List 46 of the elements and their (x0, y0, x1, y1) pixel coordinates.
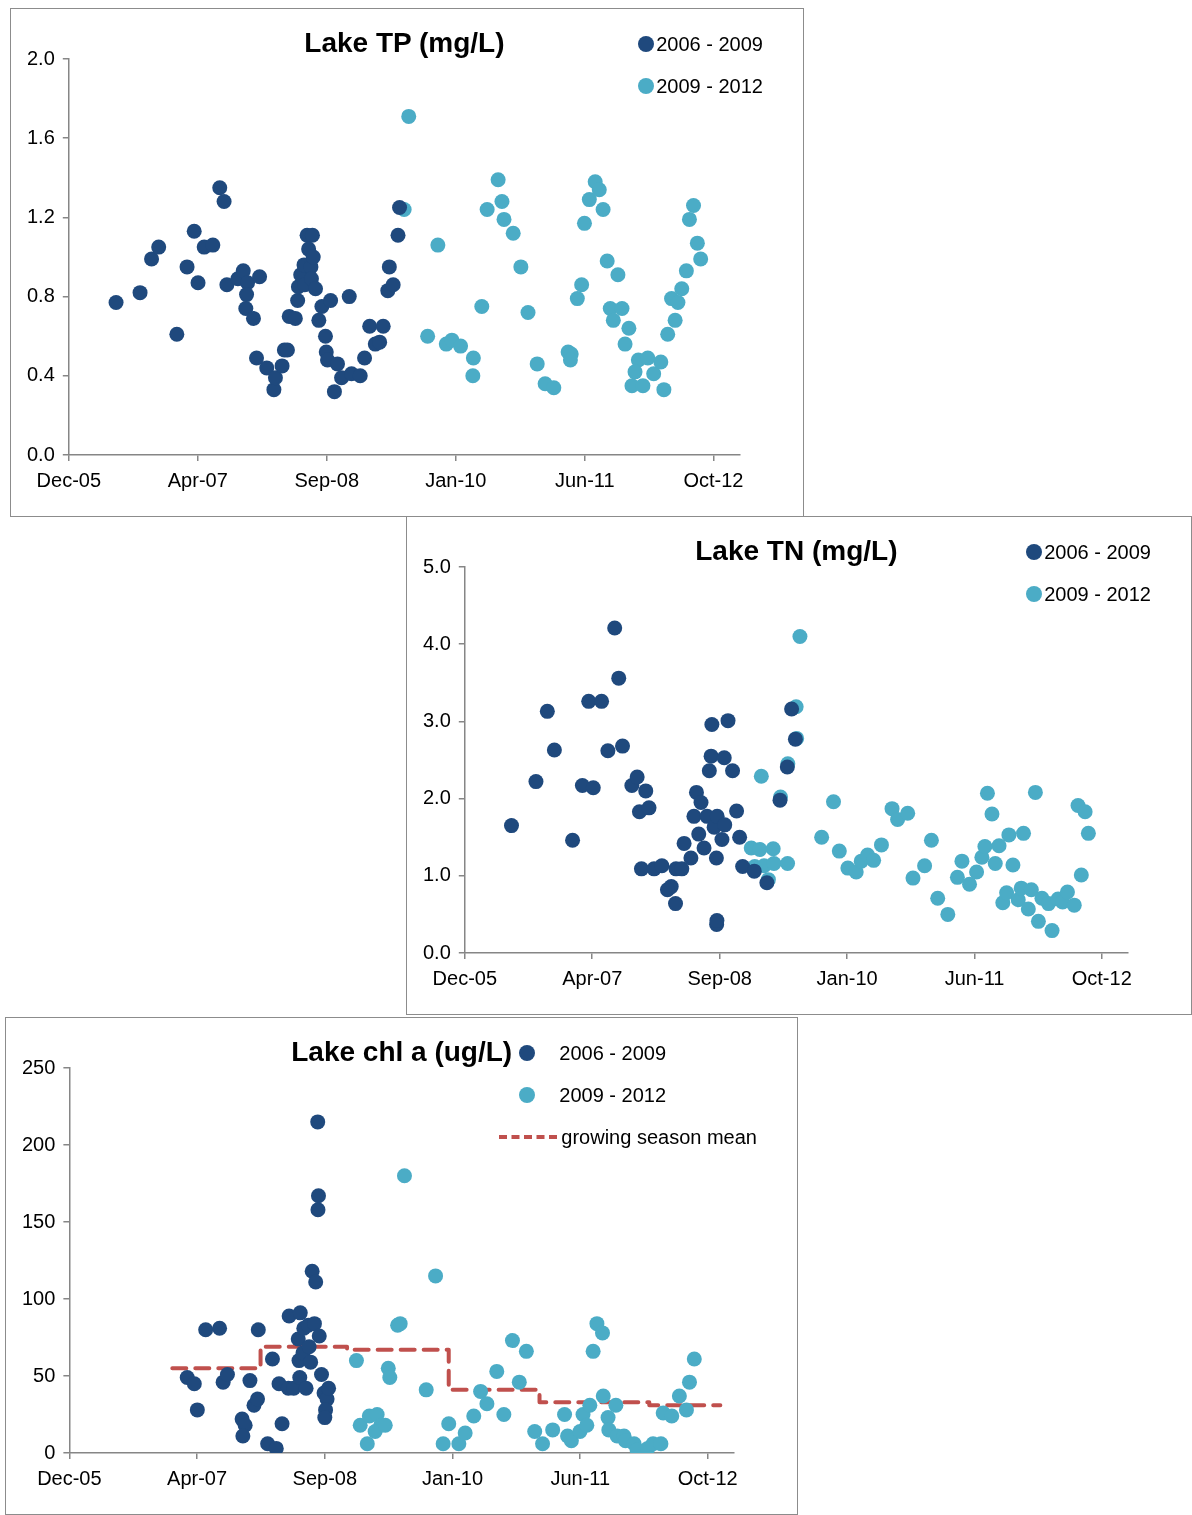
x-tick-label: Oct-12 (683, 468, 744, 491)
x-tick-label: Jan-10 (421, 1466, 484, 1489)
x-tick-label: Jun-11 (550, 1466, 611, 1489)
y-tick-label: 2.0 (26, 46, 55, 69)
chart-title: Lake chl a (ug/L) (291, 1036, 513, 1067)
x-tick-label: Sep-08 (292, 1466, 358, 1489)
chart-title: Lake TN (mg/L) (695, 535, 898, 566)
x-tick-label: Oct-12 (677, 1466, 738, 1489)
x-tick-label: Dec-05 (37, 1466, 102, 1489)
x-tick-label: Jun-11 (944, 966, 1005, 989)
x-tick-label: Dec-05 (432, 966, 498, 989)
legend-label: 2009 - 2012 (656, 74, 763, 98)
y-tick-label: 200 (21, 1132, 56, 1155)
y-tick-label: 0.4 (26, 363, 55, 386)
y-tick-label: 3.0 (422, 708, 451, 731)
y-tick-label: 1.6 (26, 125, 55, 148)
x-tick-label: Sep-08 (294, 468, 360, 491)
legend-label: 2006 - 2009 (559, 1041, 667, 1065)
y-tick-label: 1.0 (422, 863, 451, 886)
y-tick-label: 0 (44, 1440, 56, 1463)
legend-label: 2009 - 2012 (1044, 582, 1151, 606)
y-tick-label: 5.0 (422, 554, 451, 577)
x-tick-label: Oct-12 (1071, 966, 1132, 989)
legend-label: growing season mean (561, 1125, 757, 1149)
y-tick-label: 250 (21, 1055, 56, 1078)
x-tick-label: Jan-10 (816, 966, 878, 989)
y-tick-label: 1.2 (26, 204, 55, 227)
legend-label: 2009 - 2012 (559, 1083, 667, 1107)
x-tick-label: Apr-07 (167, 1466, 228, 1489)
x-tick-label: Apr-07 (167, 468, 228, 491)
y-tick-label: 150 (21, 1209, 56, 1232)
y-tick-label: 50 (33, 1363, 56, 1386)
y-tick-label: 0.0 (422, 940, 451, 963)
y-tick-label: 4.0 (422, 631, 451, 654)
legend-label: 2006 - 2009 (656, 32, 763, 56)
y-tick-label: 0.0 (26, 442, 55, 465)
x-tick-label: Dec-05 (36, 468, 102, 491)
y-tick-label: 0.8 (26, 284, 55, 307)
y-tick-label: 100 (21, 1286, 56, 1309)
y-tick-label: 2.0 (422, 786, 451, 809)
legend-label: 2006 - 2009 (1044, 540, 1151, 564)
x-tick-label: Apr-07 (562, 966, 623, 989)
x-tick-label: Jan-10 (425, 468, 487, 491)
chart-title: Lake TP (mg/L) (304, 27, 505, 58)
x-tick-label: Sep-08 (687, 966, 752, 989)
x-tick-label: Jun-11 (554, 468, 615, 491)
